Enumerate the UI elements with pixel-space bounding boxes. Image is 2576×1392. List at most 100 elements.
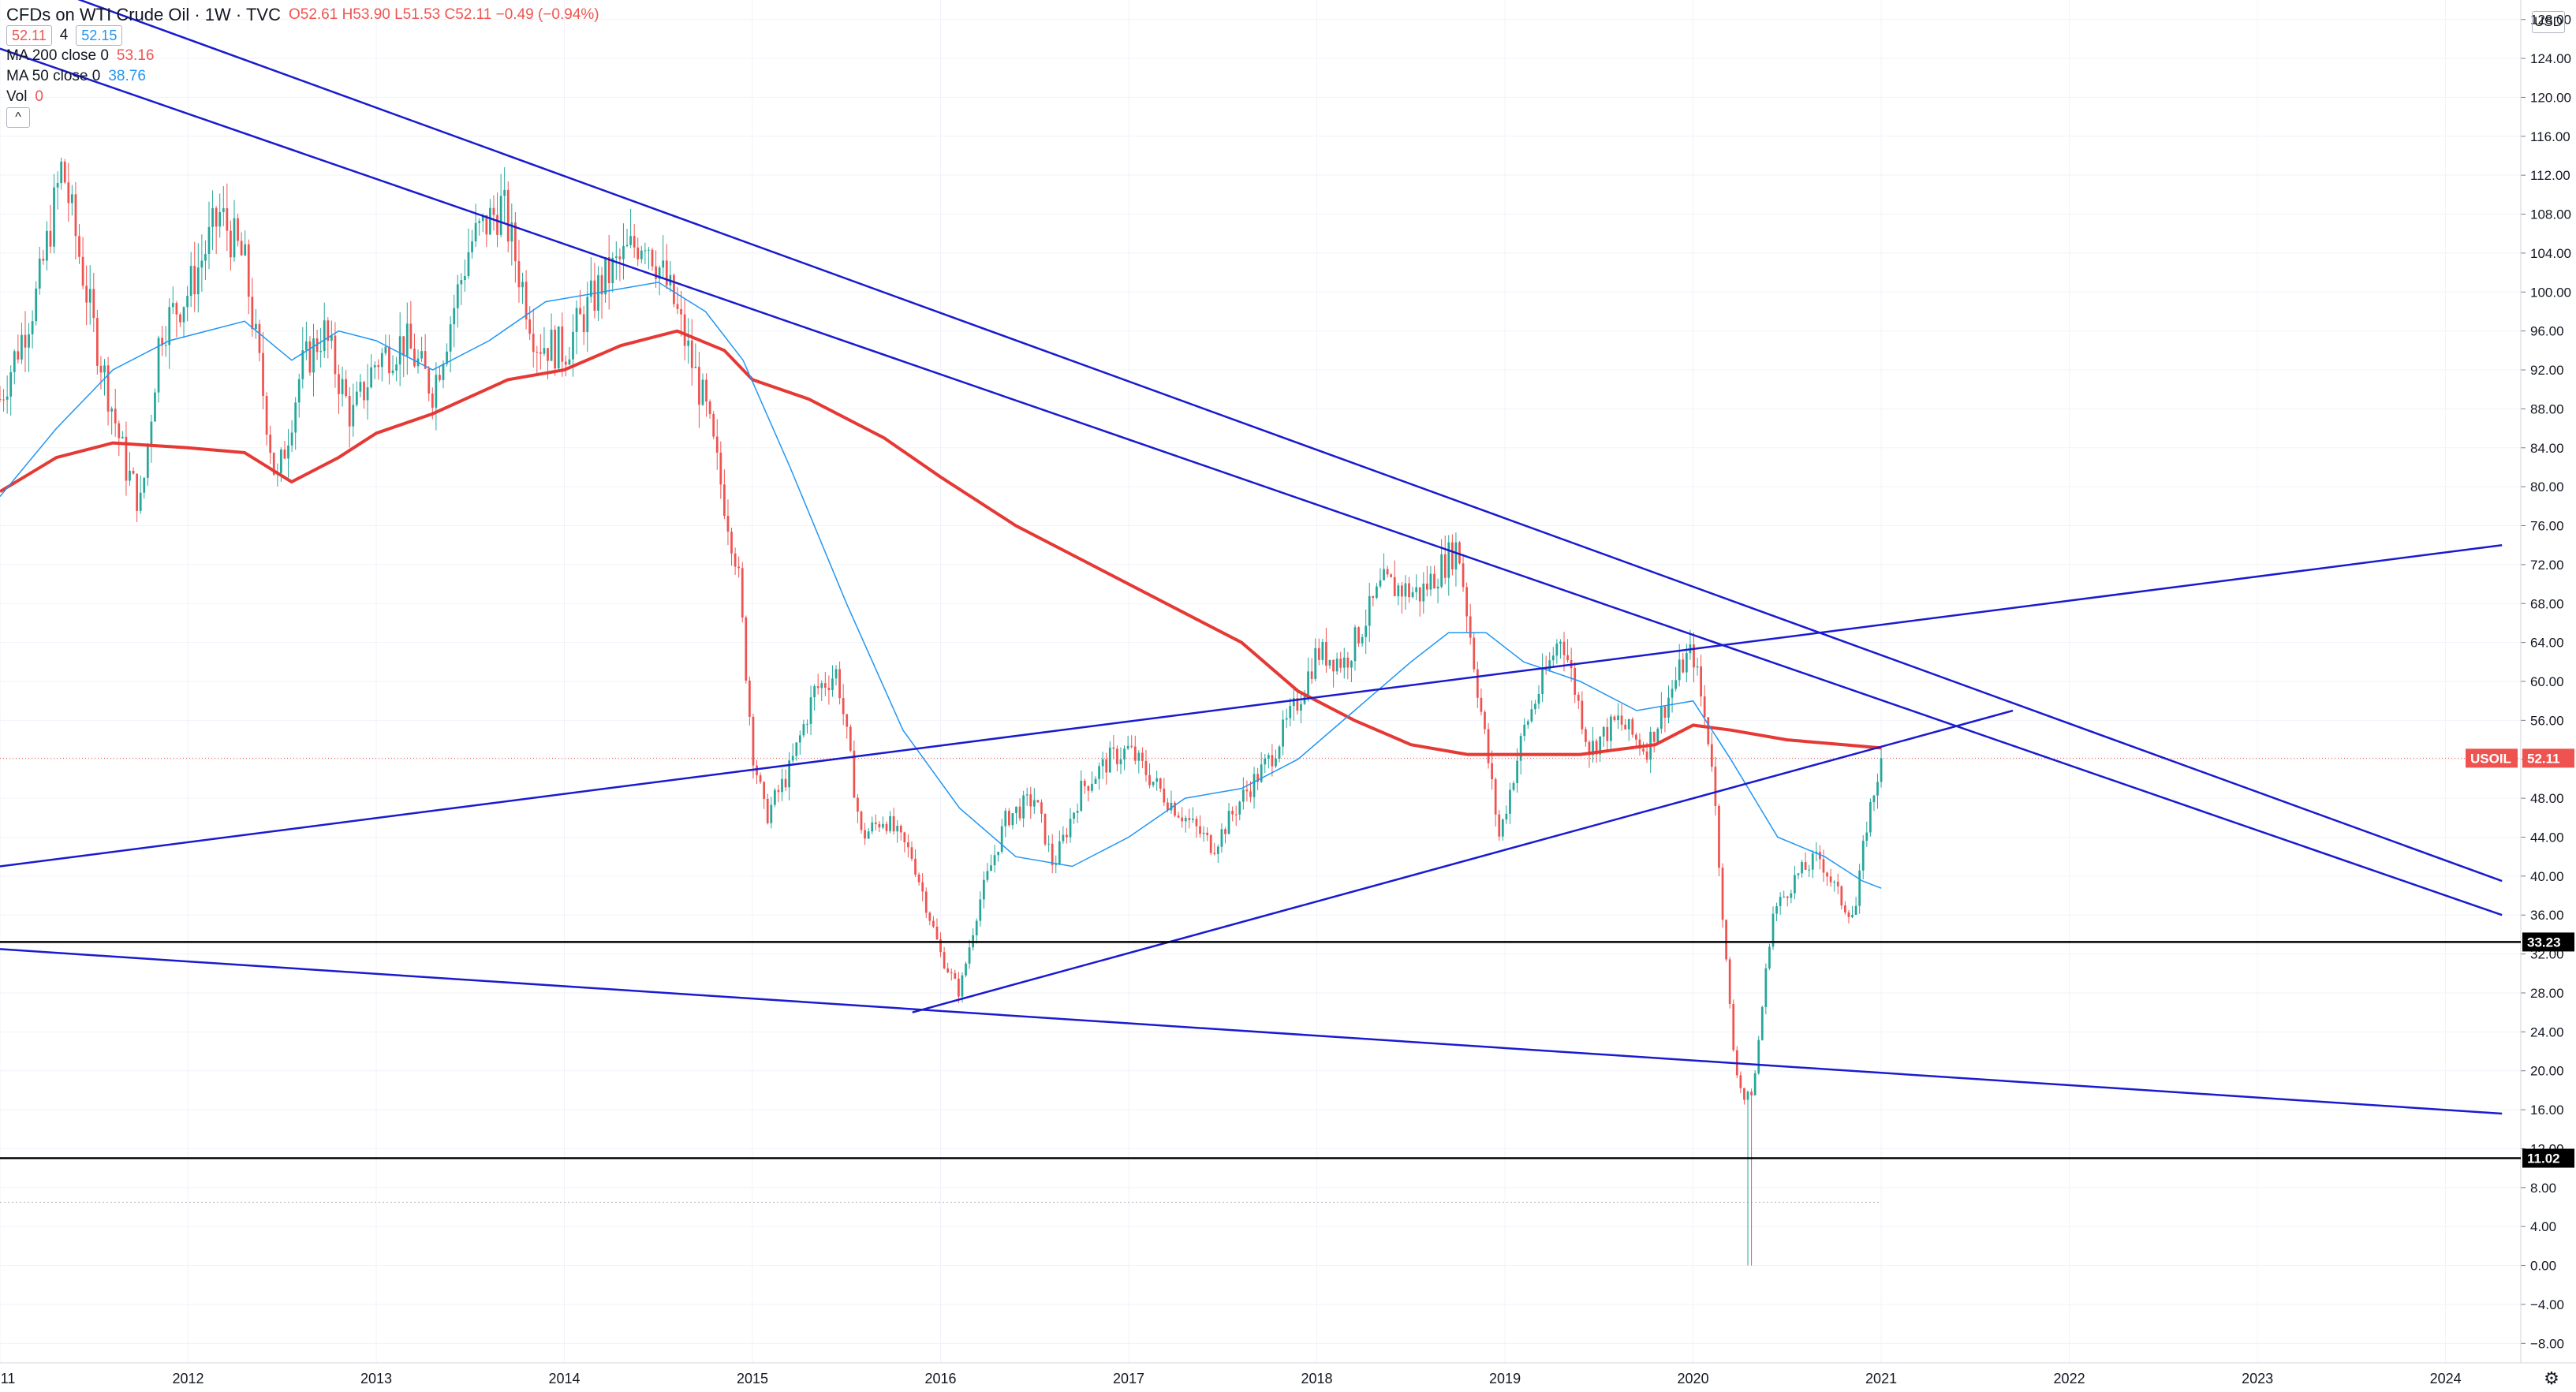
candle-body <box>1858 870 1861 906</box>
y-tick-label: 24.00 <box>2530 1024 2564 1039</box>
chevron-up-icon[interactable]: ^ <box>6 107 30 128</box>
y-tick-label: 48.00 <box>2530 791 2564 806</box>
candle-body <box>78 236 80 257</box>
ask-box[interactable]: 52.15 <box>76 25 123 46</box>
candle-body <box>1775 905 1778 914</box>
candle-body <box>1357 627 1360 644</box>
y-tick-label: −4.00 <box>2530 1297 2564 1312</box>
candle-body <box>1764 968 1768 1007</box>
candle-body <box>1786 896 1789 898</box>
candle-body <box>1411 592 1414 598</box>
candle-body <box>301 350 304 379</box>
vol-value: 0 <box>35 88 43 105</box>
candle-body <box>370 367 372 388</box>
currency-label[interactable]: USD <box>2532 11 2565 33</box>
volume-legend[interactable]: Vol 0 <box>6 87 599 107</box>
candle-body <box>611 257 614 284</box>
candle-body <box>1365 625 1368 637</box>
candle-body <box>420 351 423 359</box>
ma50-line[interactable] <box>0 282 1882 889</box>
trendline-2[interactable] <box>0 47 2503 916</box>
candle-body <box>380 353 383 368</box>
candle-body <box>330 335 333 341</box>
candle-body <box>478 221 481 223</box>
candle-body <box>1544 667 1547 670</box>
candle-body <box>990 865 992 871</box>
candle-body <box>715 436 719 453</box>
candle-body <box>1335 659 1338 672</box>
gear-icon[interactable]: ⚙ <box>2544 1368 2559 1388</box>
trendline-3[interactable] <box>0 543 2503 868</box>
candle-body <box>658 267 661 279</box>
symbol-title[interactable]: CFDs on WTI Crude Oil · 1W · TVC <box>6 5 281 24</box>
x-tick-label: 2015 <box>737 1371 768 1386</box>
candle-body <box>1876 782 1879 796</box>
candle-body <box>1585 729 1587 742</box>
candle-body <box>1011 813 1014 826</box>
candle-body <box>1656 728 1659 742</box>
trendline-5[interactable] <box>0 948 2503 1115</box>
ma50-legend[interactable]: MA 50 close 0 38.76 <box>6 66 599 87</box>
trendline-1[interactable] <box>0 0 2503 883</box>
candle-body <box>1181 817 1184 822</box>
candle-body <box>230 230 232 258</box>
candle-body <box>442 364 445 380</box>
bid-box[interactable]: 52.11 <box>6 25 52 46</box>
candle-body <box>143 477 146 493</box>
candle-body <box>986 871 989 880</box>
candle-body <box>1624 724 1627 730</box>
candle-body <box>589 280 592 297</box>
candle-body <box>1530 709 1533 722</box>
ma200-legend[interactable]: MA 200 close 0 53.16 <box>6 46 599 66</box>
candle-body <box>308 341 312 373</box>
candle-body <box>402 336 405 356</box>
candle-body <box>305 341 308 351</box>
candle-body <box>1746 1092 1749 1100</box>
candle-body <box>604 256 607 295</box>
y-tick-label: 108.00 <box>2530 207 2571 222</box>
candle-body <box>355 391 358 405</box>
y-tick-label: 8.00 <box>2530 1181 2556 1196</box>
candle-body <box>506 189 510 242</box>
price-label-box <box>2522 932 2574 952</box>
candle-body <box>889 815 891 831</box>
trendline-4[interactable] <box>912 709 2014 1013</box>
candle-body <box>575 308 578 332</box>
legend-title-row: CFDs on WTI Crude Oil · 1W · TVC O52.61 … <box>6 5 599 25</box>
candle-body <box>1133 746 1137 761</box>
x-tick-label: 2014 <box>548 1371 580 1386</box>
candle-body <box>405 323 409 356</box>
candle-body <box>1450 542 1454 569</box>
candle-body <box>1101 759 1104 767</box>
candle-body <box>1317 647 1320 660</box>
candle-body <box>1635 734 1637 740</box>
candle-body <box>1671 689 1674 698</box>
ma200-line[interactable] <box>0 329 1882 756</box>
candle-body <box>1098 766 1100 779</box>
y-tick-label: 128.00 <box>2530 13 2571 28</box>
candle-body <box>1433 573 1435 589</box>
candle-body <box>211 207 214 227</box>
candle-body <box>334 335 337 375</box>
candle-body <box>633 236 636 248</box>
candle-body <box>943 952 946 968</box>
candle-body <box>467 252 470 277</box>
candle-body <box>1440 554 1443 587</box>
candle-body <box>258 323 261 353</box>
candle-body <box>705 379 707 402</box>
candle-body <box>182 307 185 323</box>
candle-body <box>543 348 546 354</box>
candle-body <box>1393 577 1396 596</box>
candle-body <box>164 345 167 346</box>
candle-body <box>1152 782 1155 786</box>
candle-body <box>150 421 153 445</box>
symbol-label: USOIL <box>2470 751 2511 766</box>
candle-body <box>1847 912 1850 917</box>
candle-body <box>892 815 895 832</box>
candle-body <box>1700 666 1702 697</box>
candle-body <box>1732 1004 1735 1051</box>
candle-body <box>1703 696 1706 718</box>
candle-body <box>453 308 456 325</box>
